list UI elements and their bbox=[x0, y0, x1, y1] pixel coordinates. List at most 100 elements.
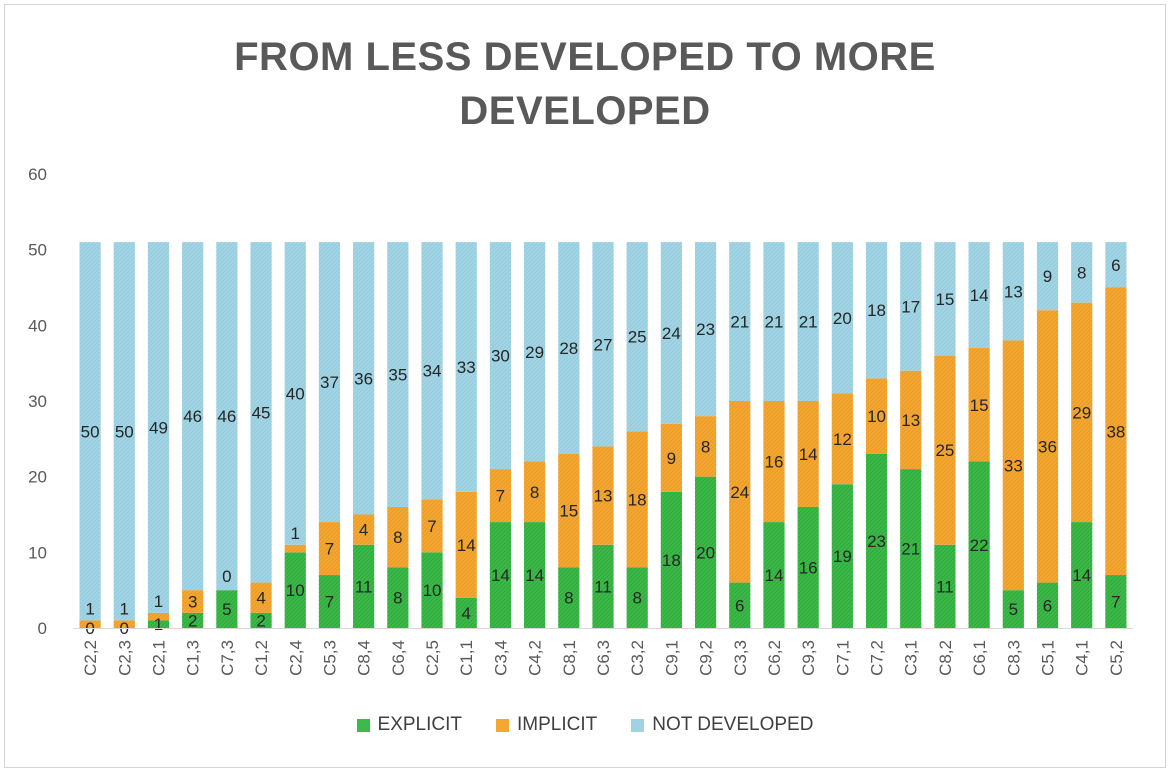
bar-segment-implicit bbox=[694, 416, 717, 477]
value-label-not-developed: 49 bbox=[149, 418, 168, 437]
bar-segment-explicit bbox=[147, 620, 170, 628]
y-tick-label: 50 bbox=[28, 241, 47, 260]
value-label-not-developed: 18 bbox=[867, 301, 886, 320]
bar-segment-not-developed bbox=[1071, 242, 1093, 303]
legend-label-explicit: EXPLICIT bbox=[377, 714, 463, 735]
bar-segment-implicit bbox=[284, 544, 306, 553]
bar-segment-explicit bbox=[592, 544, 614, 628]
bar-segment-implicit bbox=[729, 401, 751, 583]
x-tick-label: C5,1 bbox=[1039, 640, 1058, 676]
bar-segment-implicit bbox=[968, 348, 990, 462]
value-label-not-developed: 37 bbox=[320, 373, 339, 392]
bar-segment-not-developed bbox=[660, 242, 682, 424]
value-label-not-developed: 36 bbox=[354, 369, 373, 388]
bar-segment-explicit bbox=[626, 567, 648, 628]
value-label-implicit: 7 bbox=[496, 487, 505, 506]
value-label-explicit: 21 bbox=[901, 540, 920, 559]
bar-segment-implicit bbox=[626, 431, 648, 568]
x-tick-label: C7,2 bbox=[868, 640, 887, 676]
bar-segment-explicit bbox=[865, 453, 888, 628]
value-label-implicit: 8 bbox=[393, 528, 402, 547]
x-tick-label: C5,3 bbox=[320, 640, 339, 676]
value-label-not-developed: 34 bbox=[423, 362, 442, 381]
value-label-not-developed: 35 bbox=[388, 366, 407, 385]
value-label-implicit: 38 bbox=[1106, 422, 1125, 441]
value-label-implicit: 7 bbox=[427, 517, 436, 536]
value-label-implicit: 0 bbox=[222, 567, 231, 586]
value-label-explicit: 18 bbox=[662, 551, 681, 570]
value-label-not-developed: 23 bbox=[696, 320, 715, 339]
value-label-explicit: 14 bbox=[1072, 566, 1091, 585]
bar-segment-implicit bbox=[1071, 302, 1093, 523]
bar-segment-not-developed bbox=[387, 242, 409, 507]
x-tick-label: C4,2 bbox=[526, 640, 545, 676]
value-label-not-developed: 14 bbox=[970, 286, 989, 305]
x-tick-label: C9,1 bbox=[662, 640, 681, 676]
value-label-implicit: 1 bbox=[291, 524, 300, 543]
bar-segment-explicit bbox=[318, 575, 341, 628]
x-tick-label: C6,3 bbox=[594, 640, 613, 676]
bar-segment-not-developed bbox=[79, 242, 101, 621]
value-label-implicit: 25 bbox=[935, 441, 954, 460]
value-label-implicit: 33 bbox=[1004, 456, 1023, 475]
bar-segment-explicit bbox=[694, 476, 717, 628]
value-label-not-developed: 21 bbox=[799, 313, 818, 332]
value-label-explicit: 11 bbox=[936, 577, 954, 596]
value-label-explicit: 2 bbox=[188, 611, 197, 630]
bar-segment-explicit bbox=[455, 597, 477, 628]
value-label-explicit: 19 bbox=[833, 547, 852, 566]
bar-segment-explicit bbox=[900, 469, 922, 628]
value-label-implicit: 15 bbox=[970, 396, 989, 415]
value-label-not-developed: 28 bbox=[559, 339, 578, 358]
bar-segment-not-developed bbox=[797, 242, 819, 401]
x-tick-label: C6,1 bbox=[970, 640, 989, 676]
y-tick-label: 20 bbox=[28, 468, 47, 487]
value-label-implicit: 36 bbox=[1038, 437, 1057, 456]
value-label-not-developed: 30 bbox=[491, 347, 510, 366]
value-label-explicit: 5 bbox=[1009, 600, 1018, 619]
legend-label-implicit: IMPLICIT bbox=[517, 714, 598, 735]
value-label-explicit: 7 bbox=[1111, 593, 1120, 612]
value-label-not-developed: 17 bbox=[901, 297, 920, 316]
x-tick-label: C1,3 bbox=[184, 640, 203, 676]
value-label-explicit: 16 bbox=[799, 558, 818, 577]
bar-segment-implicit bbox=[353, 514, 375, 545]
x-tick-label: C6,4 bbox=[389, 640, 408, 676]
x-tick-label: C2,4 bbox=[286, 640, 305, 676]
x-tick-label: C1,1 bbox=[457, 640, 476, 676]
value-label-not-developed: 20 bbox=[833, 309, 852, 328]
value-label-explicit: 2 bbox=[256, 611, 265, 630]
bar-segment-not-developed bbox=[626, 242, 648, 432]
value-label-explicit: 7 bbox=[325, 593, 334, 612]
bar-segment-implicit bbox=[660, 423, 682, 492]
y-tick-label: 30 bbox=[28, 392, 47, 411]
bar-segment-not-developed bbox=[694, 242, 717, 417]
x-axis: C2,2 C2,3 C2,1 C1,3 C7,3 C1,2 C2,4 C5,3 C8,4 C6,4… bbox=[73, 628, 1133, 676]
bar-segment-explicit bbox=[1036, 582, 1059, 628]
bar-segment-implicit bbox=[900, 370, 922, 470]
value-label-implicit: 1 bbox=[154, 592, 163, 611]
bar-segment-implicit bbox=[831, 393, 853, 485]
x-tick-label: C8,1 bbox=[560, 640, 579, 676]
bar-segment-implicit bbox=[421, 499, 443, 553]
x-tick-label: C2,2 bbox=[81, 640, 100, 676]
value-label-not-developed: 29 bbox=[525, 343, 544, 362]
bar-segment-implicit bbox=[934, 355, 956, 545]
value-label-implicit: 12 bbox=[833, 430, 852, 449]
x-tick-label: C3,4 bbox=[491, 640, 510, 676]
value-label-explicit: 4 bbox=[461, 604, 470, 623]
x-tick-label: C8,4 bbox=[355, 640, 374, 676]
y-tick-label: 40 bbox=[28, 316, 47, 335]
value-label-not-developed: 9 bbox=[1043, 267, 1052, 286]
bar-segment-explicit bbox=[387, 567, 409, 628]
x-tick-label: C5,2 bbox=[1107, 640, 1126, 676]
bar-segment-implicit bbox=[524, 461, 546, 523]
x-tick-label: C4,1 bbox=[1073, 640, 1092, 676]
value-label-not-developed: 45 bbox=[252, 403, 271, 422]
value-label-not-developed: 8 bbox=[1077, 263, 1086, 282]
value-labels: 0150015011492346504624451014077371143688… bbox=[81, 256, 1126, 638]
bar-segment-implicit bbox=[182, 590, 204, 613]
bar-segment-explicit bbox=[797, 506, 819, 628]
bar-segment-not-developed bbox=[489, 242, 512, 470]
